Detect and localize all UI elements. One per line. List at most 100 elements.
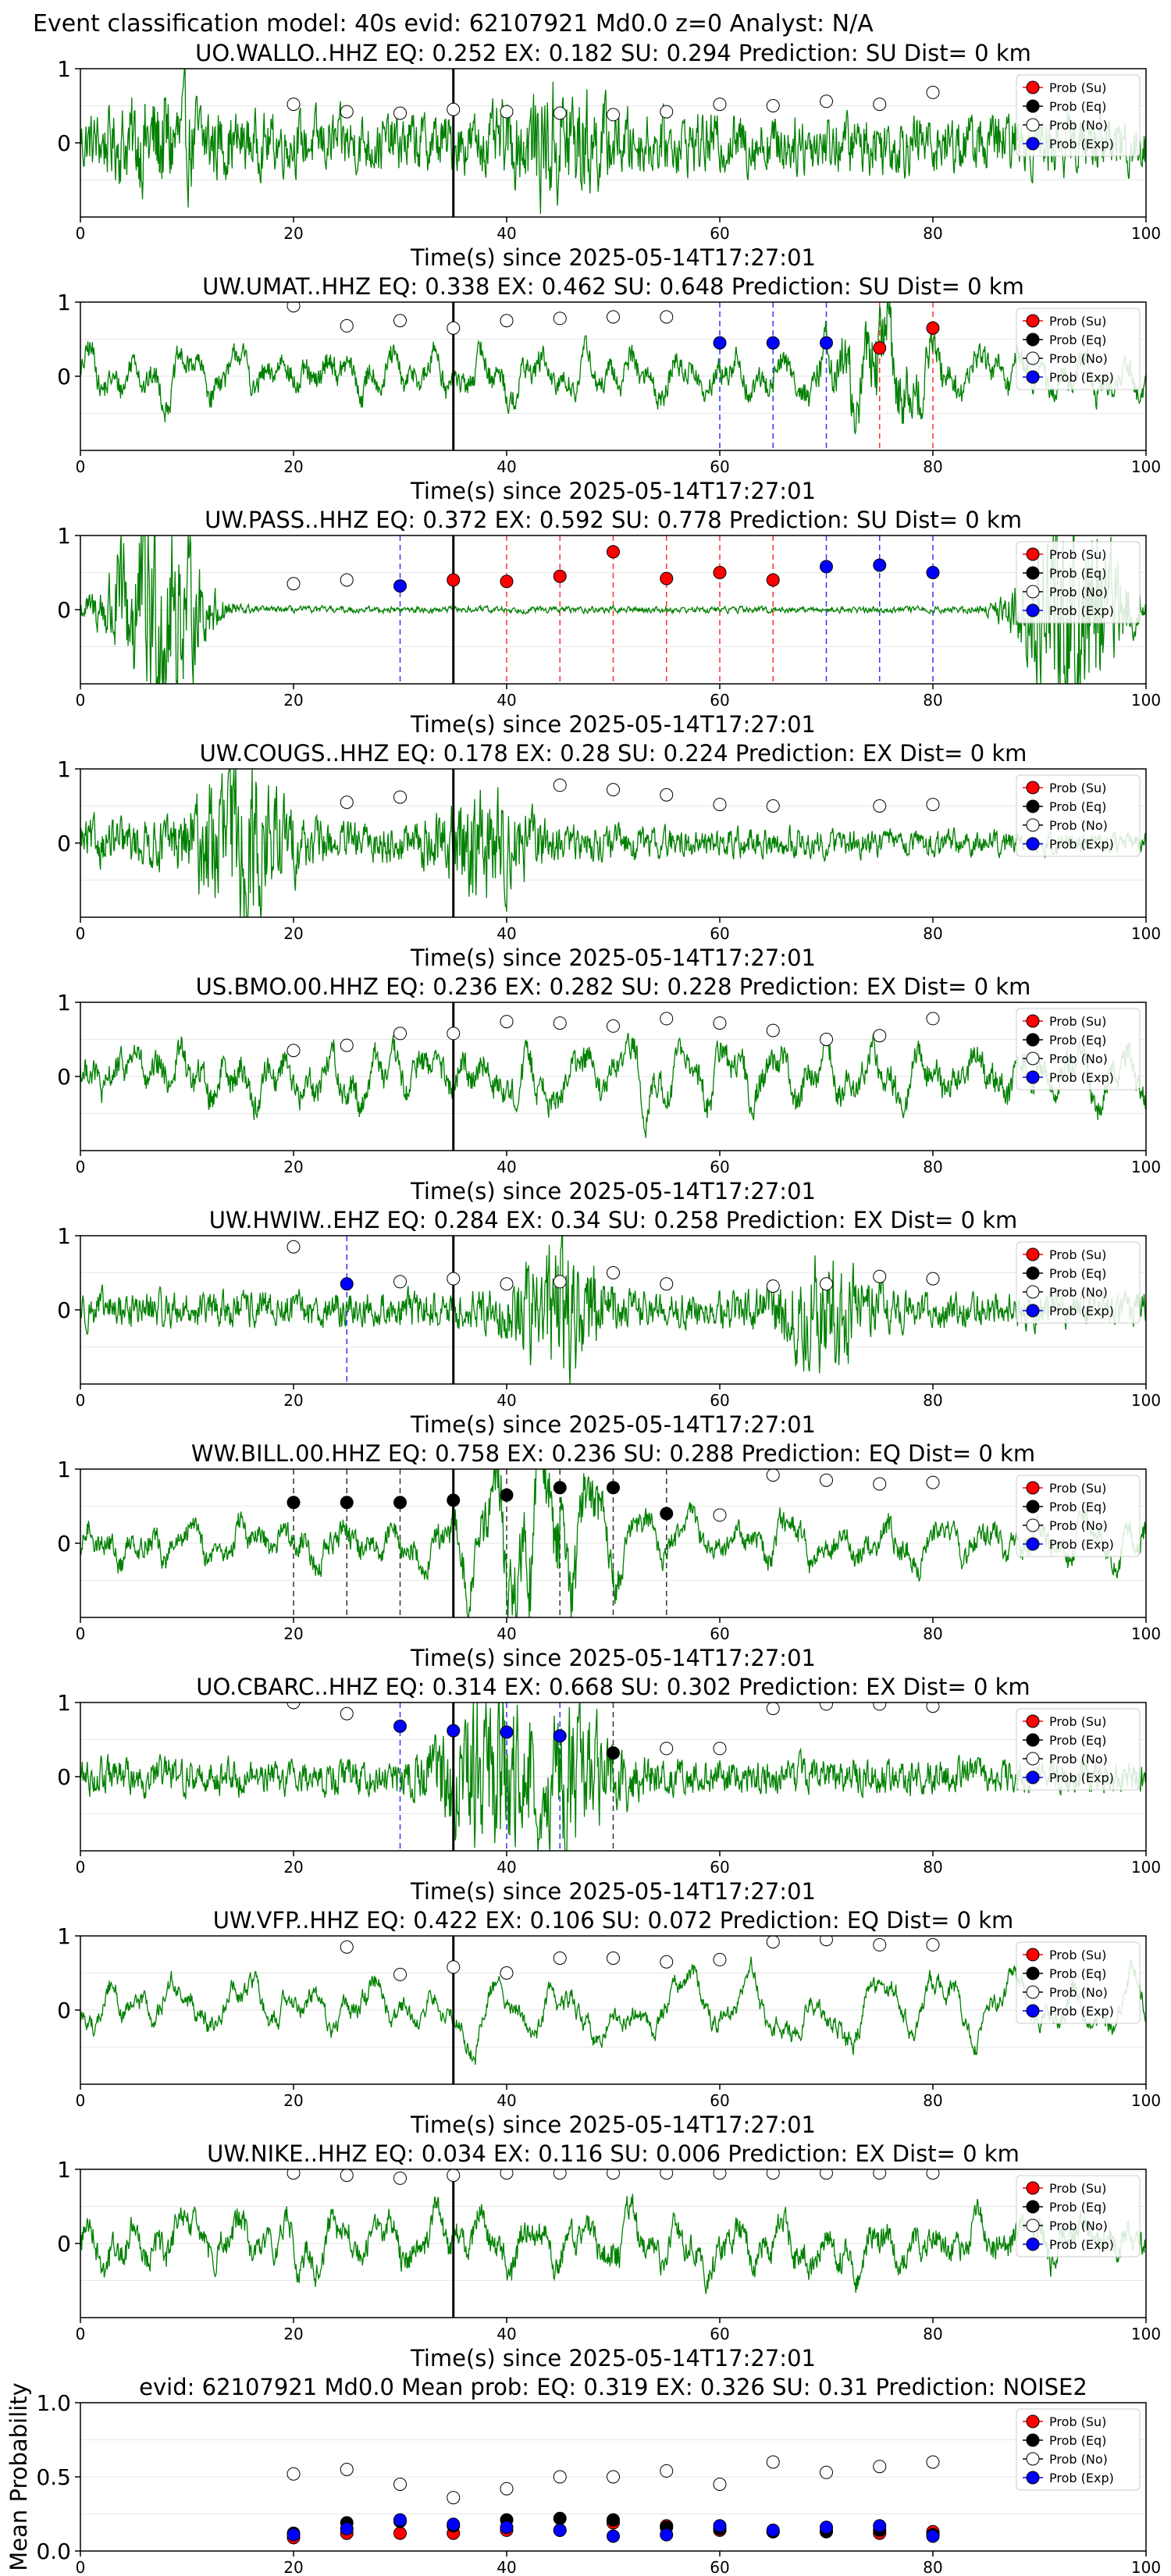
x-tick-label: 40: [497, 224, 516, 243]
prob-point-no: [766, 1023, 780, 1037]
prob-point-no: [340, 1940, 354, 1954]
prob-point-no: [287, 1044, 301, 1058]
legend-marker-no: [1026, 585, 1040, 599]
y-tick-label: 0: [57, 1064, 71, 1090]
legend-label: Prob (Exp): [1049, 1770, 1114, 1785]
prob-point-no: [873, 1937, 887, 1952]
prob-point-exp: [766, 336, 780, 350]
x-tick-label: 40: [497, 691, 516, 710]
prob-point-no: [766, 2169, 780, 2180]
prob-point-no: [447, 1272, 461, 1286]
prob-point-no: [287, 98, 301, 112]
y-tick-label: 1: [57, 290, 71, 315]
legend-box: [1016, 74, 1141, 157]
y-tick-label: 1: [57, 1223, 71, 1249]
x-tick-label: 100: [1131, 2091, 1161, 2110]
legend-marker-exp: [1026, 1537, 1040, 1551]
legend-marker-su: [1026, 781, 1040, 795]
legend-marker-eq: [1026, 799, 1040, 813]
legend-label: Prob (Su): [1049, 2414, 1106, 2429]
legend-box: [1016, 308, 1141, 390]
x-axis-label: Time(s) since 2025-05-14T17:27:01: [410, 1411, 816, 1438]
prob-point-exp: [500, 1725, 514, 1739]
prob-point-no: [766, 1469, 780, 1482]
panel-5: 0 20 40 60 80 100 0 1 US.BMO.00.HHZ EQ: 0.236 EX…: [57, 973, 1161, 1204]
legend-label: Prob (Exp): [1049, 137, 1114, 151]
x-tick-label: 80: [923, 457, 942, 476]
legend-box: [1016, 1241, 1141, 1324]
x-tick-label: 0: [76, 924, 86, 943]
y-tick-label: 1: [57, 1690, 71, 1716]
legend-box: [1016, 1708, 1141, 1791]
legend-marker-no: [1026, 118, 1040, 132]
legend-label: Prob (Exp): [1049, 837, 1114, 852]
legend-label: Prob (Su): [1049, 1948, 1106, 1962]
legend-label: Prob (No): [1049, 1051, 1108, 1066]
x-tick-label: 80: [923, 2325, 942, 2343]
x-tick-label: 80: [923, 1624, 942, 1643]
prob-point-exp: [393, 1719, 407, 1733]
prob-point-no: [340, 318, 354, 333]
prob-point-eq: [393, 1496, 407, 1510]
x-tick-label: 0: [76, 2558, 86, 2576]
legend-label: Prob (No): [1049, 1285, 1108, 1300]
waveform-trace: [80, 1956, 1146, 2065]
prob-point-eq: [660, 1507, 674, 1521]
legend: Prob (Su) Prob (Eq) Prob (No) Prob (Exp): [1016, 1008, 1141, 1091]
prob-point-no: [713, 1016, 727, 1030]
x-tick-label: 60: [710, 2091, 729, 2110]
panel-title: UW.NIKE..HHZ EQ: 0.034 EX: 0.116 SU: 0.0…: [207, 2140, 1020, 2167]
legend-marker-su: [1026, 2414, 1040, 2428]
mean-prob-point-no: [766, 2455, 780, 2469]
legend-label: Prob (Eq): [1049, 566, 1106, 581]
legend-marker-su: [1026, 1247, 1040, 1261]
prob-point-no: [713, 2169, 727, 2180]
legend-label: Prob (Su): [1049, 2181, 1106, 2196]
legend-marker-eq: [1026, 1966, 1040, 1980]
x-tick-label: 100: [1131, 691, 1161, 710]
x-tick-label: 80: [923, 224, 942, 243]
prob-point-no: [660, 1277, 674, 1291]
mean-prob-point-exp: [393, 2513, 407, 2527]
x-tick-label: 40: [497, 457, 516, 476]
y-tick-label: 1: [57, 756, 71, 782]
prob-point-no: [660, 2169, 674, 2180]
legend-label: Prob (Su): [1049, 547, 1106, 562]
prob-point-exp: [713, 336, 727, 350]
prob-point-no: [500, 1277, 514, 1291]
x-tick-label: 40: [497, 2325, 516, 2343]
prob-point-no: [660, 1955, 674, 1969]
prob-point-no: [713, 1508, 727, 1522]
mean-prob-point-no: [820, 2465, 833, 2479]
prob-point-no: [873, 2169, 887, 2180]
y-tick-label: 1: [57, 990, 71, 1016]
legend-box: [1016, 1475, 1141, 1557]
plot-area: [80, 1469, 1146, 1617]
prob-point-no: [500, 2169, 514, 2180]
x-axis-label: Time(s) since 2025-05-14T17:27:01: [410, 1178, 816, 1204]
legend-marker-exp: [1026, 1770, 1040, 1784]
legend-marker-eq: [1026, 566, 1040, 580]
legend-marker-eq: [1026, 2433, 1040, 2447]
panel-title: UW.HWIW..EHZ EQ: 0.284 EX: 0.34 SU: 0.25…: [209, 1207, 1018, 1233]
prob-point-no: [766, 1703, 780, 1716]
legend-marker-exp: [1026, 837, 1040, 851]
legend: Prob (Su) Prob (Eq) Prob (No) Prob (Exp): [1016, 2175, 1141, 2258]
prob-point-no: [553, 1952, 567, 1965]
prob-point-su: [553, 569, 567, 583]
prob-point-no: [820, 1277, 833, 1291]
x-tick-label: 100: [1131, 1158, 1161, 1176]
waveform-trace: [80, 69, 1146, 214]
mean-prob-point-eq: [607, 2513, 620, 2527]
legend-label: Prob (Eq): [1049, 333, 1106, 347]
legend-box: [1016, 774, 1141, 857]
prob-point-exp: [873, 558, 887, 572]
panel-title: UW.UMAT..HHZ EQ: 0.338 EX: 0.462 SU: 0.6…: [202, 273, 1024, 300]
prob-point-no: [500, 105, 514, 119]
prob-point-no: [287, 2169, 301, 2180]
mean-prob-point-su: [393, 2526, 407, 2540]
mean-prob-point-eq: [553, 2511, 567, 2525]
plot-area: [80, 302, 1146, 450]
legend-marker-exp: [1026, 2471, 1040, 2485]
